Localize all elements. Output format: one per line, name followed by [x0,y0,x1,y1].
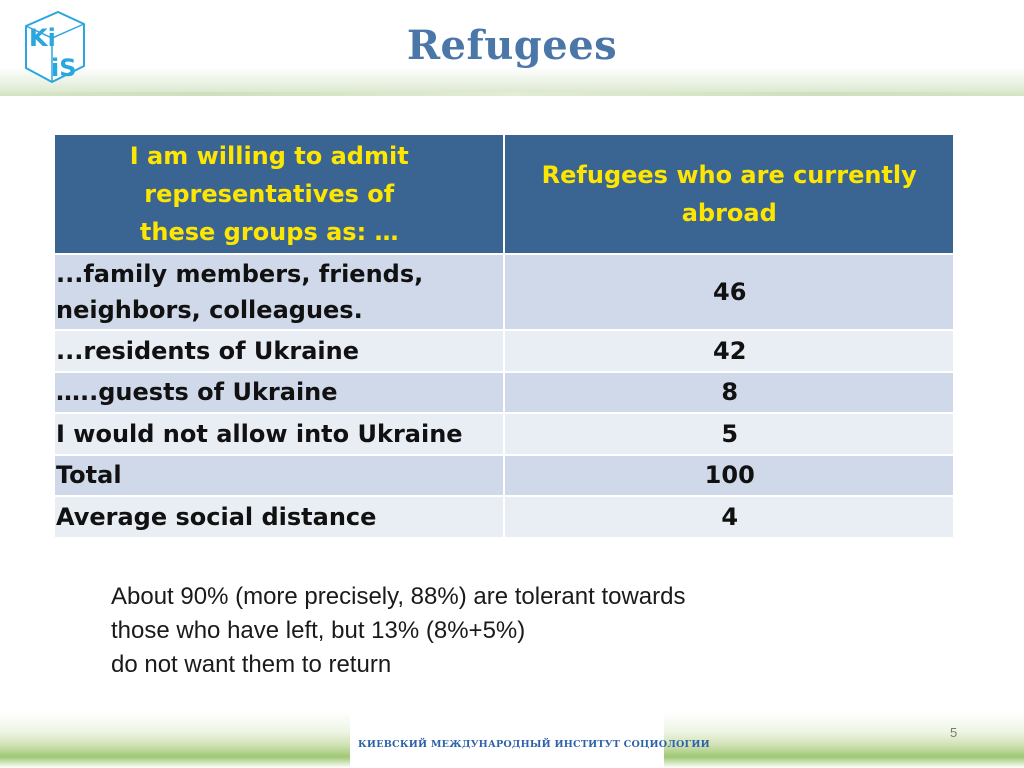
note-line: do not want them to return [111,651,392,678]
row-label: Average social distance [52,495,506,539]
row-label: …..guests of Ukraine [52,370,506,414]
row-label: I would not allow into Ukraine [52,412,506,456]
row-label: ...residents of Ukraine [52,329,506,373]
table-row: I would not allow into Ukraine 5 [52,412,955,456]
summary-note: About 90% (more precisely, 88%) are tole… [111,580,871,682]
column-header-groups: I am willing to admit representatives of… [52,133,506,255]
footer-band-left [0,712,350,768]
note-line: About 90% (more precisely, 88%) are tole… [111,583,686,610]
row-label: ...family members, friends, neighbors, c… [52,253,506,331]
row-value: 5 [503,412,955,456]
logo-text-top: Ki [29,24,56,52]
data-table: I am willing to admit representatives of… [52,133,955,539]
page-title: Refugees [406,22,618,69]
footer-institute-name: КИЕВСКИЙ МЕЖДУНАРОДНЫЙ ИНСТИТУТ СОЦИОЛОГ… [358,739,710,750]
logo-text-bottom: iS [51,54,77,82]
header-divider [0,92,1024,96]
row-value: 100 [503,453,955,497]
note-line: those who have left, but 13% (8%+5%) [111,617,526,644]
row-value: 4 [503,495,955,539]
row-value: 8 [503,370,955,414]
footer-center-panel [350,722,664,768]
table-header-row: I am willing to admit representatives of… [52,133,955,255]
footer-band-right [664,712,1024,768]
table-row: Average social distance 4 [52,495,955,539]
table-row: ...residents of Ukraine 42 [52,329,955,373]
table-row: …..guests of Ukraine 8 [52,370,955,414]
slide-number: 5 [950,725,958,740]
row-value: 42 [503,329,955,373]
row-value: 46 [503,253,955,331]
column-header-refugees: Refugees who are currently abroad [503,133,955,255]
table-row: ...family members, friends, neighbors, c… [52,253,955,331]
kiis-logo: Ki iS [25,10,85,84]
row-label: Total [52,453,506,497]
table-row: Total 100 [52,453,955,497]
header-band [0,0,1024,96]
